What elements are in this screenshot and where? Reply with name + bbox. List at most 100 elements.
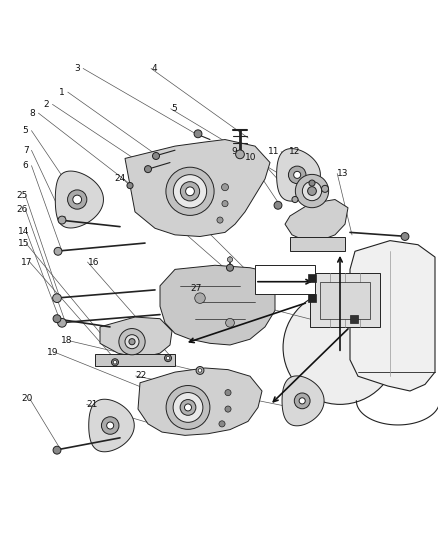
Circle shape bbox=[113, 360, 117, 364]
Polygon shape bbox=[282, 376, 324, 426]
Circle shape bbox=[112, 359, 119, 366]
Circle shape bbox=[180, 182, 200, 201]
Bar bbox=[320, 282, 370, 319]
Text: 13: 13 bbox=[337, 169, 349, 178]
Circle shape bbox=[129, 338, 135, 345]
Circle shape bbox=[194, 130, 202, 138]
Circle shape bbox=[125, 335, 139, 349]
Text: 19: 19 bbox=[47, 348, 59, 357]
Circle shape bbox=[225, 406, 231, 412]
Circle shape bbox=[173, 392, 203, 422]
Circle shape bbox=[289, 166, 306, 184]
Circle shape bbox=[309, 180, 315, 186]
Circle shape bbox=[127, 182, 133, 189]
Circle shape bbox=[292, 197, 298, 203]
Circle shape bbox=[302, 181, 321, 200]
Text: 5: 5 bbox=[23, 126, 28, 135]
Bar bbox=[255, 265, 315, 294]
Text: 7: 7 bbox=[23, 146, 28, 155]
Bar bbox=[308, 274, 316, 282]
Polygon shape bbox=[89, 399, 134, 452]
Circle shape bbox=[165, 354, 172, 361]
Polygon shape bbox=[100, 317, 172, 358]
Text: 1: 1 bbox=[59, 87, 65, 96]
Circle shape bbox=[226, 264, 233, 271]
Circle shape bbox=[219, 421, 225, 427]
Text: 12: 12 bbox=[289, 147, 300, 156]
Circle shape bbox=[102, 417, 119, 434]
Circle shape bbox=[166, 167, 214, 215]
Circle shape bbox=[58, 216, 66, 224]
Polygon shape bbox=[290, 237, 345, 251]
Polygon shape bbox=[138, 368, 262, 435]
Text: 25: 25 bbox=[17, 191, 28, 200]
Circle shape bbox=[73, 195, 81, 204]
Text: 9: 9 bbox=[231, 147, 237, 156]
Circle shape bbox=[222, 184, 229, 191]
Text: 22: 22 bbox=[136, 372, 147, 381]
Circle shape bbox=[53, 294, 61, 303]
Text: 27: 27 bbox=[191, 284, 202, 293]
Circle shape bbox=[294, 393, 310, 409]
Circle shape bbox=[67, 190, 87, 209]
Polygon shape bbox=[125, 140, 270, 237]
Circle shape bbox=[58, 318, 67, 327]
Polygon shape bbox=[55, 171, 103, 228]
Text: 2: 2 bbox=[44, 100, 49, 109]
Text: 21: 21 bbox=[87, 400, 98, 409]
Circle shape bbox=[184, 404, 191, 411]
Text: 20: 20 bbox=[21, 394, 32, 403]
Circle shape bbox=[294, 172, 301, 179]
Text: 5: 5 bbox=[171, 104, 177, 114]
Circle shape bbox=[119, 328, 145, 355]
Text: 23: 23 bbox=[174, 194, 186, 203]
Text: 4: 4 bbox=[151, 64, 157, 73]
Circle shape bbox=[166, 357, 170, 360]
Circle shape bbox=[173, 175, 207, 208]
Circle shape bbox=[217, 217, 223, 223]
Text: 15: 15 bbox=[18, 239, 29, 248]
Text: 8: 8 bbox=[30, 109, 35, 118]
Circle shape bbox=[107, 422, 114, 429]
Text: 24: 24 bbox=[114, 174, 125, 183]
Circle shape bbox=[222, 200, 228, 207]
Bar bbox=[308, 294, 316, 302]
Circle shape bbox=[198, 369, 202, 372]
Circle shape bbox=[152, 152, 159, 159]
Circle shape bbox=[295, 174, 328, 208]
Polygon shape bbox=[160, 265, 275, 345]
Polygon shape bbox=[277, 149, 321, 201]
Circle shape bbox=[236, 150, 244, 159]
Text: 26: 26 bbox=[17, 205, 28, 214]
Bar bbox=[310, 273, 380, 327]
Circle shape bbox=[299, 398, 305, 404]
Polygon shape bbox=[285, 199, 348, 240]
Circle shape bbox=[401, 232, 409, 240]
Text: 3: 3 bbox=[74, 64, 80, 73]
Text: 11: 11 bbox=[268, 147, 279, 156]
Circle shape bbox=[53, 446, 61, 454]
Polygon shape bbox=[95, 354, 175, 366]
Circle shape bbox=[227, 257, 233, 262]
Circle shape bbox=[53, 315, 61, 322]
Circle shape bbox=[274, 201, 282, 209]
Circle shape bbox=[195, 293, 205, 303]
Circle shape bbox=[186, 187, 194, 196]
Circle shape bbox=[180, 400, 196, 415]
Text: 18: 18 bbox=[61, 336, 73, 345]
Circle shape bbox=[321, 185, 328, 192]
Text: 14: 14 bbox=[18, 227, 29, 236]
Circle shape bbox=[225, 390, 231, 395]
Circle shape bbox=[54, 247, 62, 255]
Circle shape bbox=[283, 290, 397, 405]
Polygon shape bbox=[350, 240, 435, 391]
Bar bbox=[350, 315, 358, 323]
Text: 17: 17 bbox=[21, 257, 32, 266]
Circle shape bbox=[145, 166, 152, 173]
Circle shape bbox=[226, 318, 234, 327]
Circle shape bbox=[307, 187, 316, 196]
Circle shape bbox=[196, 367, 204, 374]
Circle shape bbox=[166, 385, 210, 430]
Text: 6: 6 bbox=[23, 161, 28, 170]
Text: 10: 10 bbox=[245, 154, 257, 163]
